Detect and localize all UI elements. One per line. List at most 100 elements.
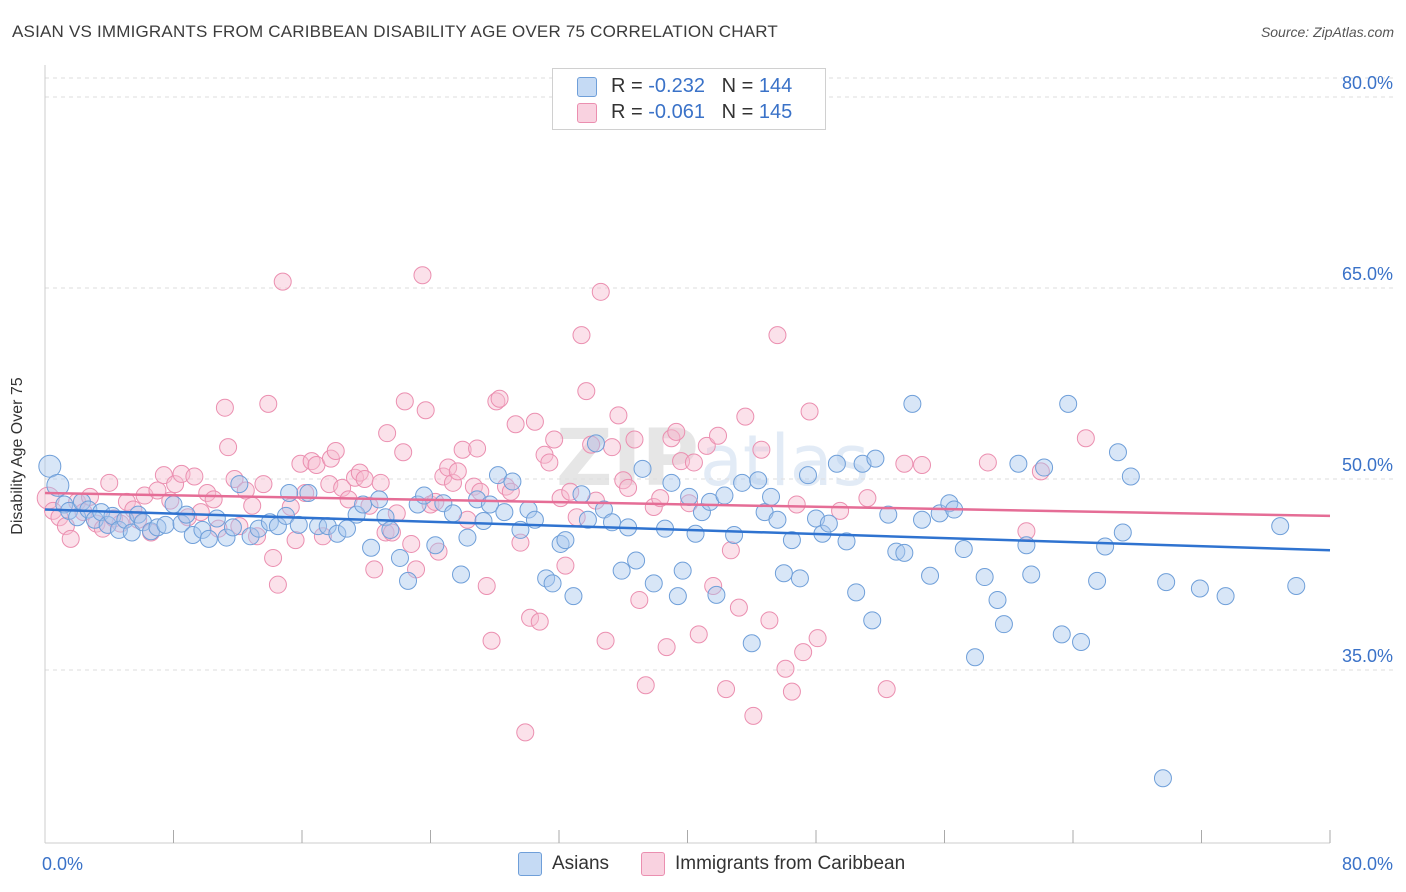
asian-point-115 bbox=[921, 566, 940, 585]
asian-trendline bbox=[44, 508, 1331, 552]
asian-point-13 bbox=[122, 523, 141, 542]
asian-point-130 bbox=[1072, 632, 1091, 651]
asian-point-66 bbox=[543, 574, 562, 593]
asian-point-96 bbox=[768, 510, 787, 529]
asian-point-90 bbox=[725, 526, 744, 545]
asian-point-100 bbox=[798, 466, 817, 485]
caribbean-point-63 bbox=[394, 443, 413, 462]
caribbean-point-129 bbox=[744, 706, 763, 725]
asian-point-34 bbox=[280, 484, 299, 503]
asians-legend-swatch bbox=[518, 852, 542, 876]
caribbean-point-65 bbox=[402, 534, 421, 553]
caribbean-point-127 bbox=[729, 598, 748, 617]
asian-point-119 bbox=[954, 540, 973, 559]
asian-point-1 bbox=[46, 473, 70, 497]
y-tick-label-65: 65.0% bbox=[1342, 264, 1393, 284]
asian-point-134 bbox=[1113, 523, 1132, 542]
asian-point-137 bbox=[1157, 573, 1176, 592]
caribbean-point-64 bbox=[395, 392, 414, 411]
caribbean-point-42 bbox=[286, 531, 305, 550]
zipatlas-watermark: ZIP atlas bbox=[556, 414, 869, 504]
asian-point-73 bbox=[594, 500, 613, 519]
caribbean-point-142 bbox=[895, 454, 914, 473]
asian-point-120 bbox=[966, 648, 985, 667]
caribbean-point-138 bbox=[808, 629, 827, 648]
asian-point-85 bbox=[686, 524, 705, 543]
caribbean-point-134 bbox=[782, 682, 801, 701]
caribbean-point-107 bbox=[609, 406, 628, 425]
chart-title: ASIAN VS IMMIGRANTS FROM CARIBBEAN DISAB… bbox=[12, 22, 778, 41]
caribbean-point-24 bbox=[185, 467, 204, 486]
y-tick-label-80: 80.0% bbox=[1342, 73, 1393, 93]
stats-text-asians: R = -0.232 N = 144 bbox=[611, 75, 793, 97]
asian-point-30 bbox=[249, 519, 268, 538]
asian-point-84 bbox=[680, 487, 699, 506]
caribbean-point-67 bbox=[413, 266, 432, 285]
caribbean-point-104 bbox=[591, 282, 610, 301]
caribbean-point-32 bbox=[230, 517, 249, 536]
asian-point-93 bbox=[749, 471, 768, 490]
asian-point-35 bbox=[289, 515, 308, 534]
caribbean-point-122 bbox=[697, 436, 716, 455]
caribbean-point-106 bbox=[603, 438, 622, 457]
caribbean-point-131 bbox=[760, 611, 779, 630]
caribbean-legend-label: Immigrants from Caribbean bbox=[675, 853, 906, 874]
caribbean-point-75 bbox=[448, 462, 467, 481]
caribbean-point-51 bbox=[333, 478, 352, 497]
caribbean-point-109 bbox=[619, 478, 638, 497]
asian-point-109 bbox=[866, 449, 885, 468]
caribbean-point-47 bbox=[313, 527, 332, 546]
asian-point-139 bbox=[1216, 587, 1235, 606]
caribbean-point-121 bbox=[689, 625, 708, 644]
caribbean-point-83 bbox=[487, 392, 506, 411]
caribbean-point-58 bbox=[371, 473, 390, 492]
asian-point-141 bbox=[1287, 576, 1306, 595]
asian-point-81 bbox=[662, 473, 681, 492]
caribbean-point-59 bbox=[376, 523, 395, 542]
asian-point-121 bbox=[975, 568, 994, 587]
caribbean-point-120 bbox=[684, 453, 703, 472]
caribbean-point-110 bbox=[625, 430, 644, 449]
svg-text:ZIP: ZIP bbox=[556, 414, 699, 504]
asian-point-9 bbox=[98, 515, 117, 534]
asian-point-110 bbox=[879, 505, 898, 524]
caribbean-point-81 bbox=[477, 576, 496, 595]
caribbean-point-37 bbox=[259, 394, 278, 413]
caribbean-point-98 bbox=[561, 482, 580, 501]
stats-legend: R = -0.232 N = 144 R = -0.061 N = 145 bbox=[552, 68, 826, 130]
asian-point-135 bbox=[1121, 467, 1140, 486]
caribbean-point-87 bbox=[506, 415, 525, 434]
y-tick-label-50: 50.0% bbox=[1342, 455, 1393, 475]
caribbean-point-92 bbox=[530, 612, 549, 631]
caribbean-point-137 bbox=[800, 402, 819, 421]
caribbean-point-53 bbox=[346, 468, 365, 487]
caribbean-point-36 bbox=[254, 475, 273, 494]
caribbean-point-21 bbox=[166, 475, 185, 494]
caribbean-point-116 bbox=[662, 429, 681, 448]
asian-point-60 bbox=[495, 503, 514, 522]
asian-point-126 bbox=[1022, 565, 1041, 584]
asian-point-97 bbox=[774, 564, 793, 583]
caribbean-point-50 bbox=[326, 441, 345, 460]
asian-point-28 bbox=[230, 475, 249, 494]
asian-point-51 bbox=[426, 536, 445, 555]
caribbean-point-100 bbox=[572, 326, 591, 345]
caribbean-point-94 bbox=[540, 453, 559, 472]
asian-point-46 bbox=[381, 520, 400, 539]
asian-point-103 bbox=[819, 514, 838, 533]
caribbean-point-30 bbox=[219, 438, 238, 457]
asian-point-105 bbox=[837, 532, 856, 551]
caribbean-point-124 bbox=[709, 426, 728, 445]
asian-point-57 bbox=[474, 512, 493, 531]
caribbean-point-57 bbox=[365, 560, 384, 579]
caribbean-point-82 bbox=[482, 631, 501, 650]
asian-point-48 bbox=[399, 571, 418, 590]
caribbean-point-136 bbox=[794, 643, 813, 662]
asian-point-42 bbox=[354, 495, 373, 514]
asian-point-69 bbox=[564, 587, 583, 606]
asian-point-43 bbox=[362, 538, 381, 557]
caribbean-point-125 bbox=[717, 680, 736, 699]
caribbean-swatch bbox=[577, 103, 597, 123]
asian-point-128 bbox=[1052, 625, 1071, 644]
